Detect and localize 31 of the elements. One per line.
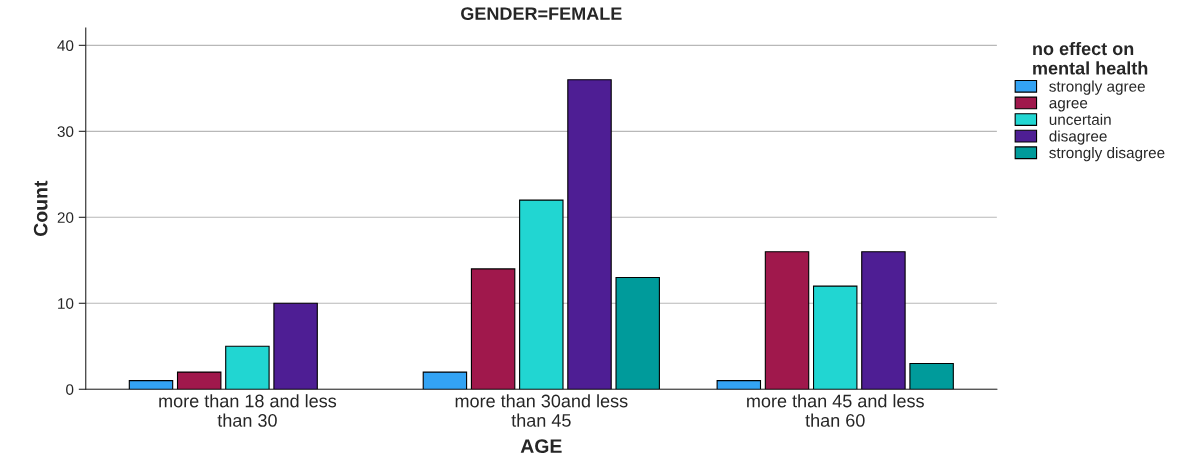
bar xyxy=(716,380,762,390)
bar xyxy=(567,79,612,390)
x-tick-label: more than 18 and less than 30 xyxy=(159,394,337,427)
bar xyxy=(615,276,660,390)
x-tick-label: more than 30and less than 45 xyxy=(455,394,628,427)
legend-title: no effect on mental health xyxy=(1033,41,1148,75)
legend-label: strongly disagree xyxy=(1049,147,1165,162)
bar xyxy=(812,285,858,390)
bar xyxy=(176,371,222,390)
legend-label: uncertain xyxy=(1049,113,1111,125)
y-tick-label: 30 xyxy=(57,126,74,138)
y-tick-label: 0 xyxy=(66,384,74,395)
legend-label: disagree xyxy=(1049,130,1107,145)
bar xyxy=(764,251,810,390)
y-tick-label: 20 xyxy=(57,212,74,223)
x-axis-title: AGE xyxy=(520,439,562,454)
x-tick-label: more than 45 and less than 60 xyxy=(747,394,924,427)
legend-label: strongly agree xyxy=(1049,80,1145,95)
bar xyxy=(861,251,906,390)
bar xyxy=(225,345,270,390)
bar xyxy=(519,199,564,390)
chart-title: GENDER=FEMALE xyxy=(461,7,622,20)
legend-label: agree xyxy=(1049,100,1088,112)
bar xyxy=(128,380,174,390)
bar xyxy=(909,362,954,390)
bar xyxy=(470,268,516,390)
y-tick-label: 10 xyxy=(58,298,74,309)
y-tick-label: 40 xyxy=(57,40,74,52)
bar xyxy=(422,371,468,390)
bar xyxy=(273,302,318,390)
y-axis-title: Count xyxy=(33,180,48,236)
